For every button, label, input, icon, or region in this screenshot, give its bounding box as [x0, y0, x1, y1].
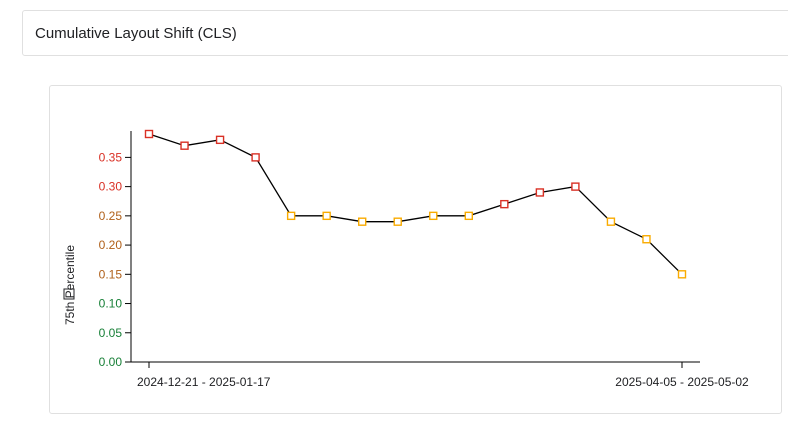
- data-point[interactable]: [429, 211, 438, 221]
- data-point[interactable]: [464, 211, 473, 221]
- data-point[interactable]: [180, 141, 189, 150]
- series-polyline: [148, 133, 683, 275]
- y-tick-label: 0.10: [99, 297, 123, 311]
- data-point[interactable]: [358, 217, 367, 226]
- y-axis-title: 75th Percentile: [63, 245, 77, 325]
- chart-card: 0.00 0.05 0.10 0.15 0.20 0.25 0.30 0.35 2024-12…: [49, 85, 782, 414]
- data-point[interactable]: [144, 129, 154, 139]
- data-point[interactable]: [322, 211, 331, 221]
- y-tick-label: 0.00: [99, 355, 123, 369]
- x-tick-label: 2025-04-05 - 2025-05-02: [615, 375, 749, 389]
- y-axis: 0.00 0.05 0.10 0.15 0.20 0.25 0.30 0.35: [99, 131, 132, 369]
- data-point[interactable]: [500, 199, 509, 209]
- data-point[interactable]: [393, 217, 402, 226]
- y-tick-label: 0.30: [99, 180, 123, 194]
- y-tick-label: 0.25: [99, 209, 123, 223]
- y-tick-label: 0.15: [99, 267, 123, 281]
- series-line: [148, 133, 683, 275]
- data-point[interactable]: [677, 270, 687, 279]
- metric-header: Cumulative Layout Shift (CLS): [22, 10, 788, 56]
- x-axis: 2024-12-21 - 2025-01-17 2025-04-05 - 2025…: [131, 361, 749, 389]
- y-tick-label: 0.35: [99, 150, 123, 164]
- x-tick-label: 2024-12-21 - 2025-01-17: [137, 375, 271, 389]
- data-point[interactable]: [215, 135, 225, 145]
- data-point[interactable]: [251, 153, 260, 162]
- data-point[interactable]: [571, 182, 580, 191]
- y-tick-label: 0.05: [99, 326, 123, 340]
- data-point[interactable]: [535, 188, 545, 197]
- data-points: [144, 129, 687, 279]
- y-tick-label: 0.20: [99, 238, 123, 252]
- data-point[interactable]: [606, 217, 616, 226]
- data-point[interactable]: [642, 235, 651, 244]
- data-point[interactable]: [286, 211, 296, 221]
- series-toggle-checkbox[interactable]: [63, 288, 75, 300]
- cls-line-chart: 0.00 0.05 0.10 0.15 0.20 0.25 0.30 0.35 2024-12…: [63, 129, 749, 389]
- metric-title: Cumulative Layout Shift (CLS): [35, 25, 237, 42]
